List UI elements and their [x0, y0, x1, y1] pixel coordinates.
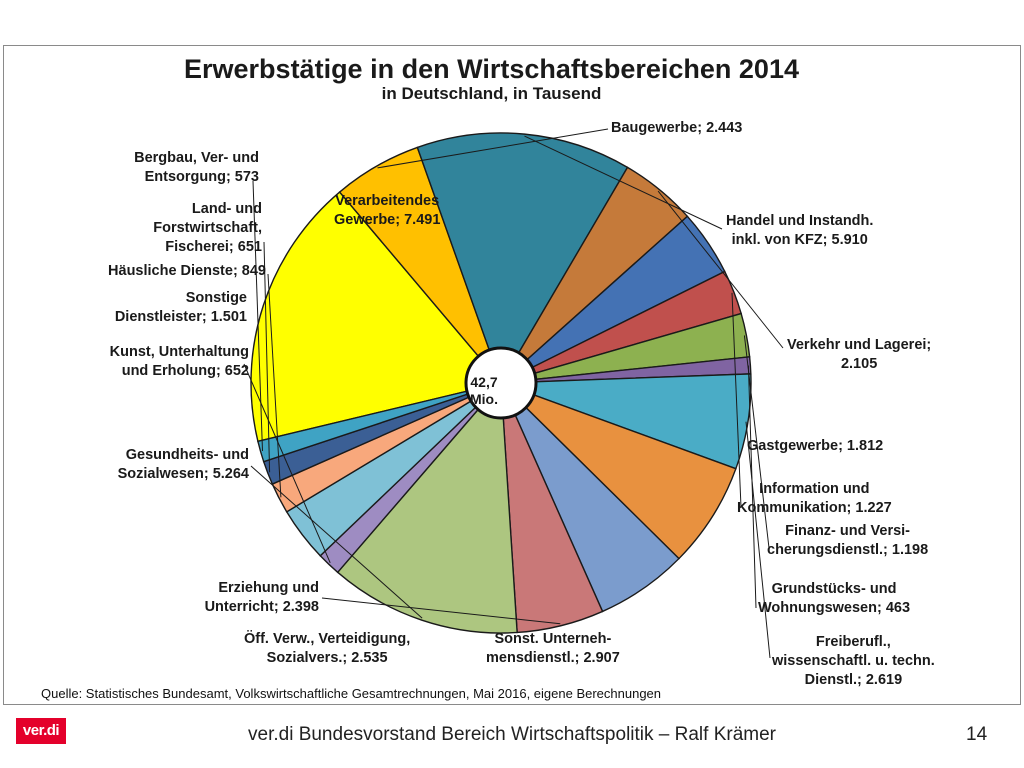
- footer-text: ver.di Bundesvorstand Bereich Wirtschaft…: [248, 724, 776, 745]
- slice-label-gesundheit: Gesundheits- und Sozialwesen; 5.264: [117, 447, 249, 482]
- chart-frame: Erwerbstätige in den Wirtschaftsbereiche…: [3, 45, 1021, 705]
- pie-slice-handel: [416, 132, 629, 385]
- pie-slice-bergbau: [257, 382, 502, 463]
- leader-line-land-forst: [263, 241, 271, 473]
- leader-line-freiberufl: [745, 421, 771, 659]
- leader-line-erziehung: [321, 597, 561, 625]
- leader-line-handel: [524, 135, 723, 230]
- leader-line-gesundheit: [250, 465, 423, 619]
- slice-label-erziehung: Erziehung und Unterricht; 2.398: [204, 580, 319, 615]
- pie-slice-sonst-unterneh: [500, 382, 737, 560]
- verdi-logo: ver.di: [16, 718, 66, 744]
- slice-label-haeusliche: Häusliche Dienste; 849: [108, 263, 266, 279]
- leader-line-haeusliche: [267, 273, 282, 498]
- slice-label-finanz: Finanz- und Versi- cherungsdienstl.; 1.1…: [767, 523, 929, 558]
- slice-label-bergbau: Bergbau, Ver- und Entsorgung; 573: [134, 150, 259, 185]
- chart-title: Erwerbstätige in den Wirtschaftsbereiche…: [184, 54, 799, 84]
- center-total-label: 42,7 Mio.: [470, 374, 498, 407]
- page-number: 14: [966, 724, 988, 745]
- leader-line-information: [731, 292, 742, 508]
- center-circle: [464, 346, 538, 420]
- pie-slice-gesundheit: [336, 381, 518, 634]
- slice-label-grundstuecks: Grundstücks- und Wohnungswesen; 463: [758, 581, 911, 616]
- leader-line-bergbau: [252, 180, 263, 452]
- slice-label-freiberufl: Freiberufl., wissenschaftl. u. techn. Di…: [772, 634, 935, 688]
- leader-line-baugewerbe: [377, 128, 609, 169]
- pie-slice-verarbeitendes: [250, 191, 503, 443]
- leader-line-kunst: [243, 363, 331, 563]
- slice-label-verkehr: Verkehr und Lagerei; 2.105: [787, 337, 932, 372]
- slice-label-baugewerbe: Baugewerbe; 2.443: [611, 120, 743, 136]
- source-note: Quelle: Statistisches Bundesamt, Volkswi…: [41, 686, 662, 701]
- slice-label-land-forst: Land- und Forstwirtschaft, Fischerei; 65…: [153, 201, 262, 255]
- slice-label-handel: Handel und Instandh. inkl. von KFZ; 5.91…: [726, 213, 874, 248]
- slice-label-information: Information und Kommunikation; 1.227: [737, 481, 892, 516]
- leader-line-verkehr: [657, 190, 784, 349]
- slice-label-sonst-unterneh: Sonst. Unterneh- mensdienstl.; 2.907: [486, 631, 620, 666]
- pie-chart: [243, 128, 784, 659]
- chart-subtitle: in Deutschland, in Tausend: [381, 84, 602, 103]
- slice-label-sonstige-dienst: Sonstige Dienstleister; 1.501: [114, 290, 247, 325]
- slice-label-verarbeitendes: Verarbeitendes Gewerbe; 7.491: [334, 193, 441, 228]
- slice-label-oeff-verw: Öff. Verw., Verteidigung, Sozialvers.; 2…: [244, 631, 411, 666]
- slice-label-gastgewerbe: Gastgewerbe; 1.812: [747, 438, 884, 454]
- slice-label-kunst: Kunst, Unterhaltung und Erholung; 652: [109, 344, 249, 379]
